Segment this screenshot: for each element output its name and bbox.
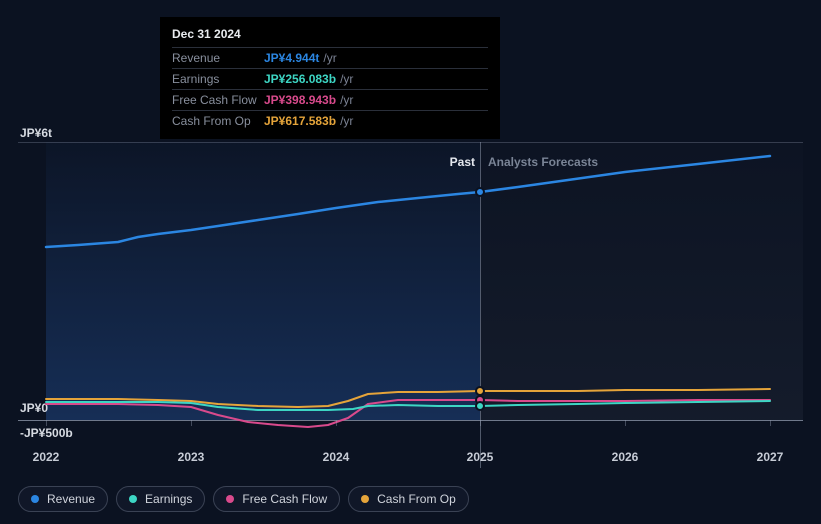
marker-earnings: [475, 401, 485, 411]
chart-tooltip: Dec 31 2024 RevenueJP¥4.944t/yrEarningsJ…: [160, 17, 500, 139]
x-tick-line: [480, 420, 481, 426]
tooltip-row-label: Cash From Op: [172, 114, 264, 128]
legend-label: Earnings: [145, 492, 192, 506]
tooltip-row-unit: /yr: [340, 93, 353, 107]
legend-label: Revenue: [47, 492, 95, 506]
series-line-revenue: [46, 156, 770, 247]
tooltip-row-label: Earnings: [172, 72, 264, 86]
legend-dot: [361, 495, 369, 503]
tooltip-date: Dec 31 2024: [172, 27, 488, 41]
tooltip-row-value: JP¥617.583b: [264, 114, 336, 128]
tooltip-row-unit: /yr: [323, 51, 336, 65]
x-tick-label: 2027: [757, 450, 784, 464]
y-tick-6t: JP¥6t: [20, 126, 52, 140]
legend-item-revenue[interactable]: Revenue: [18, 486, 108, 512]
chart-legend: Revenue Earnings Free Cash Flow Cash From O…: [18, 486, 469, 512]
legend-dot: [129, 495, 137, 503]
x-tick-label: 2024: [323, 450, 350, 464]
tooltip-row: RevenueJP¥4.944t/yr: [172, 47, 488, 68]
tooltip-row-unit: /yr: [340, 114, 353, 128]
x-tick-label: 2022: [33, 450, 60, 464]
x-tick-line: [336, 420, 337, 426]
legend-item-earnings[interactable]: Earnings: [116, 486, 205, 512]
x-tick-line: [191, 420, 192, 426]
tooltip-row: EarningsJP¥256.083b/yr: [172, 68, 488, 89]
x-tick-line: [46, 420, 47, 426]
tooltip-row-unit: /yr: [340, 72, 353, 86]
marker-revenue: [475, 187, 485, 197]
x-tick-label: 2023: [178, 450, 205, 464]
legend-label: Cash From Op: [377, 492, 456, 506]
legend-item-cash-from-op[interactable]: Cash From Op: [348, 486, 469, 512]
x-tick-line: [770, 420, 771, 426]
tooltip-row-value: JP¥398.943b: [264, 93, 336, 107]
legend-dot: [31, 495, 39, 503]
tooltip-row-label: Free Cash Flow: [172, 93, 264, 107]
plot-area[interactable]: JP¥6t JP¥0 -JP¥500b Past Analysts Foreca…: [18, 142, 803, 420]
x-axis: 202220232024202520262027: [18, 420, 803, 460]
tooltip-row: Free Cash FlowJP¥398.943b/yr: [172, 89, 488, 110]
chart-lines: [18, 142, 803, 420]
legend-item-free-cash-flow[interactable]: Free Cash Flow: [213, 486, 340, 512]
legend-dot: [226, 495, 234, 503]
tooltip-row: Cash From OpJP¥617.583b/yr: [172, 110, 488, 131]
x-tick-label: 2026: [612, 450, 639, 464]
financial-forecast-chart: JP¥6t JP¥0 -JP¥500b Past Analysts Foreca…: [18, 0, 803, 524]
x-tick-label: 2025: [467, 450, 494, 464]
legend-label: Free Cash Flow: [242, 492, 327, 506]
tooltip-row-value: JP¥4.944t: [264, 51, 319, 65]
x-tick-line: [625, 420, 626, 426]
tooltip-row-label: Revenue: [172, 51, 264, 65]
tooltip-row-value: JP¥256.083b: [264, 72, 336, 86]
